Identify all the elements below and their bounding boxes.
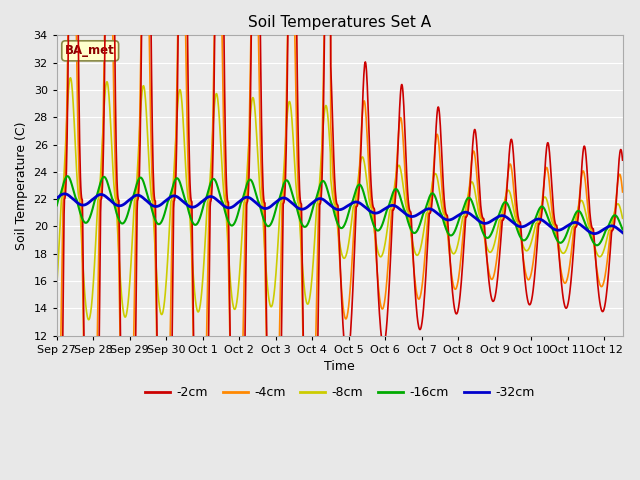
Text: BA_met: BA_met bbox=[65, 44, 115, 57]
Title: Soil Temperatures Set A: Soil Temperatures Set A bbox=[248, 15, 431, 30]
Legend: -2cm, -4cm, -8cm, -16cm, -32cm: -2cm, -4cm, -8cm, -16cm, -32cm bbox=[140, 382, 540, 405]
Y-axis label: Soil Temperature (C): Soil Temperature (C) bbox=[15, 121, 28, 250]
X-axis label: Time: Time bbox=[324, 360, 355, 373]
